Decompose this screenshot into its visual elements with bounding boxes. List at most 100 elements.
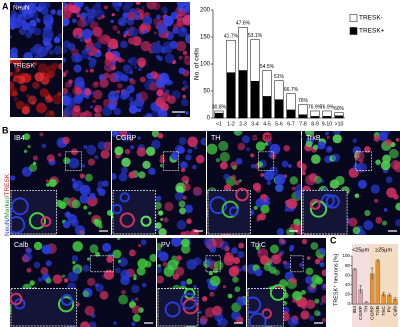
x-tick-label: 1-2 — [227, 121, 235, 127]
panel-label: B — [2, 125, 9, 135]
y-axis-label: No. of cells — [194, 47, 201, 80]
cell — [176, 220, 187, 230]
panel-label: C — [330, 235, 337, 245]
cell — [319, 247, 326, 255]
cell — [86, 41, 95, 50]
side-label-part: NeuN — [4, 219, 11, 236]
cell — [46, 65, 56, 75]
cell — [43, 28, 55, 40]
cell — [233, 256, 241, 264]
cell — [201, 296, 208, 302]
cell — [319, 301, 324, 306]
cell — [185, 2, 190, 6]
cell — [107, 38, 119, 50]
cell — [215, 157, 221, 163]
cell — [72, 241, 83, 252]
inset-cell — [180, 292, 197, 310]
cell — [263, 170, 275, 181]
image-label: TrkC — [251, 242, 266, 249]
cell — [269, 244, 279, 254]
cell — [63, 278, 69, 283]
cell — [183, 84, 189, 90]
cell — [117, 57, 123, 63]
cell — [375, 159, 381, 166]
cell — [26, 267, 32, 273]
cell — [50, 9, 57, 15]
cell — [45, 42, 53, 50]
cell — [72, 260, 76, 265]
inset-box — [90, 255, 114, 273]
x-tick-label: TrkC — [381, 305, 387, 316]
micrograph — [157, 238, 246, 327]
cell — [164, 201, 174, 212]
cell — [241, 264, 246, 272]
cell — [217, 319, 221, 323]
cell — [82, 290, 90, 298]
cell — [331, 153, 341, 162]
cell — [238, 179, 242, 183]
cell — [116, 238, 121, 241]
cell — [102, 242, 112, 252]
image-label: TrkB — [306, 135, 321, 142]
cell — [10, 25, 15, 31]
cell — [182, 14, 190, 26]
cell — [10, 9, 17, 16]
cell — [234, 180, 240, 186]
cell — [151, 131, 160, 138]
cell — [137, 57, 147, 67]
cell — [100, 149, 110, 159]
cell — [113, 107, 122, 116]
cell — [12, 17, 23, 29]
cell — [234, 286, 241, 293]
cell — [139, 76, 146, 83]
cell — [195, 190, 200, 195]
legend-swatch — [349, 14, 358, 22]
cell — [176, 3, 185, 12]
cell — [269, 143, 281, 155]
cell — [233, 131, 243, 136]
cell — [184, 204, 193, 214]
cell — [149, 82, 158, 91]
cell — [137, 136, 141, 140]
cell — [255, 198, 265, 208]
cell — [183, 6, 190, 13]
cell — [310, 282, 317, 288]
cell — [32, 155, 39, 161]
bar-segment — [238, 27, 248, 71]
cell — [305, 299, 316, 309]
cell — [70, 148, 78, 156]
cell — [74, 2, 84, 8]
cell — [173, 23, 179, 30]
cell — [186, 278, 193, 285]
cell — [72, 27, 84, 39]
cell — [23, 51, 33, 58]
cell — [129, 70, 133, 75]
cell — [153, 31, 157, 35]
bar-segment — [274, 80, 284, 100]
cell — [291, 186, 296, 191]
cell — [259, 255, 270, 265]
cell — [12, 90, 18, 97]
cell — [71, 255, 79, 262]
cell — [64, 81, 71, 88]
cell — [103, 72, 110, 79]
inset-cell — [228, 206, 239, 217]
y-tick-label: 80 — [345, 263, 351, 268]
cell — [395, 138, 400, 142]
cell — [157, 23, 168, 34]
cell — [176, 185, 184, 194]
cell — [48, 178, 57, 188]
cell — [182, 80, 188, 85]
cell — [164, 45, 173, 54]
cell — [151, 139, 161, 150]
cell — [92, 99, 96, 104]
bar-segment — [262, 70, 272, 97]
cell — [23, 169, 27, 173]
cell — [179, 207, 186, 215]
cell — [354, 151, 365, 162]
legend-swatch — [349, 27, 358, 35]
cell — [37, 63, 49, 74]
cell — [53, 45, 62, 55]
cell — [321, 317, 326, 323]
micrograph — [10, 131, 111, 235]
